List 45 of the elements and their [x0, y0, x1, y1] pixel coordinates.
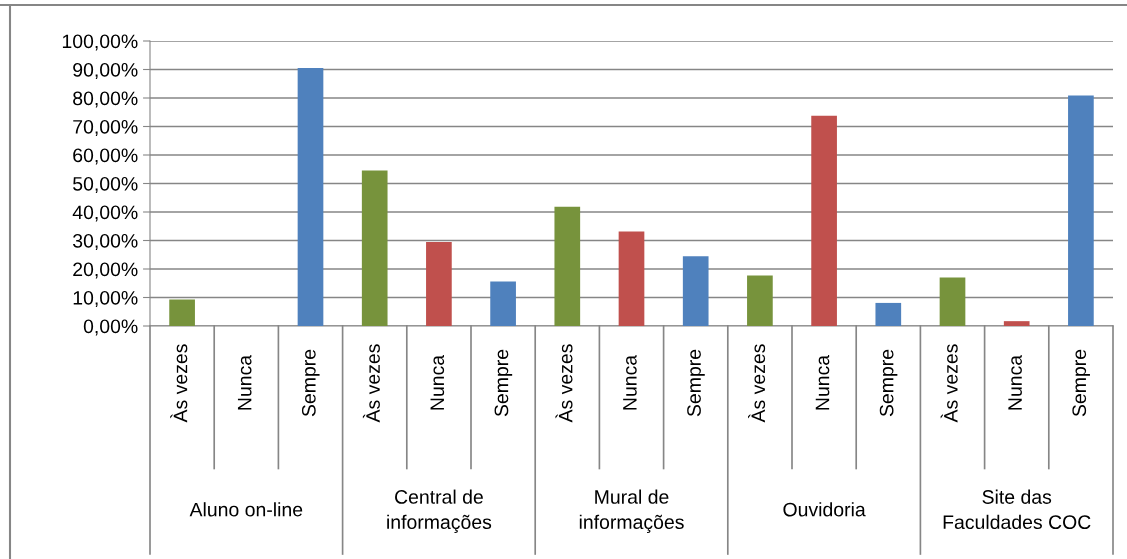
x-tick-label: Sempre: [687, 349, 705, 417]
y-tick-label: 10,00%: [73, 290, 138, 308]
y-tick-label: 60,00%: [73, 148, 138, 165]
bar: [426, 241, 452, 326]
x-tick-label: Às vezes: [748, 344, 766, 423]
bar: [811, 115, 837, 326]
bar: [939, 277, 966, 326]
y-tick-label: 90,00%: [73, 62, 138, 80]
y-tick-label: 70,00%: [73, 119, 138, 137]
y-tick-label: 30,00%: [72, 233, 138, 251]
text: Mural de informações: [579, 489, 684, 533]
y-tick-label: 50,00%: [73, 176, 138, 194]
text: Site das Faculdades COC: [943, 489, 1091, 530]
x-tick-label: Sempre: [301, 349, 320, 417]
bar: [490, 281, 516, 326]
x-tick-label: Às vezes: [940, 344, 958, 423]
bar: [361, 170, 388, 326]
x-tick-label: Às vezes: [555, 344, 573, 423]
text: Aluno on-line: [189, 502, 303, 517]
y-tick-label: 80,00%: [73, 91, 138, 108]
bar: [875, 302, 902, 326]
y-tick-label: 20,00%: [73, 262, 138, 279]
bar: [554, 206, 581, 326]
text: Ouvidoria: [783, 502, 866, 517]
x-tick-label: Às vezes: [362, 344, 380, 423]
bar: [682, 256, 709, 326]
x-tick-label: Sempre: [1072, 349, 1090, 417]
x-tick-label: Sempre: [494, 349, 513, 417]
x-tick-label: Nunca: [815, 354, 830, 410]
bar: [169, 299, 195, 326]
bar: [618, 231, 645, 326]
bar: [1068, 95, 1094, 326]
x-tick-label: Sempre: [879, 349, 898, 417]
y-tick-label: 0,00%: [83, 319, 138, 336]
x-tick-label: Nunca: [1008, 354, 1022, 410]
x-tick-label: Nunca: [430, 354, 445, 410]
bar: [747, 275, 773, 326]
x-tick-label: Nunca: [623, 354, 637, 410]
x-tick-label: Nunca: [237, 354, 252, 410]
text: Central de informações: [387, 489, 492, 533]
y-tick-label: 40,00%: [72, 205, 138, 222]
bar: [1003, 321, 1030, 326]
bar: [297, 68, 324, 326]
y-tick-label: 100,00%: [62, 34, 138, 51]
x-tick-label: Às vezes: [170, 344, 188, 423]
